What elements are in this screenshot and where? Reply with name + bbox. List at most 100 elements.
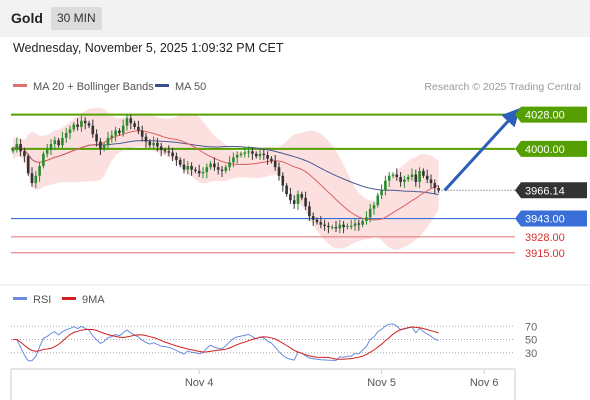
candle-body bbox=[175, 156, 178, 160]
candle bbox=[19, 139, 22, 157]
candle-body bbox=[361, 221, 364, 225]
candle-body bbox=[83, 120, 87, 124]
candle-body bbox=[106, 137, 110, 146]
target-arrow-line bbox=[443, 108, 521, 192]
chart-datetime: Wednesday, November 5, 2025 1:09:32 PM C… bbox=[13, 41, 284, 55]
candle bbox=[251, 147, 254, 160]
candle bbox=[148, 139, 152, 148]
candle-body bbox=[300, 194, 304, 198]
candle-body bbox=[26, 156, 30, 174]
candle bbox=[304, 191, 307, 210]
candle-body bbox=[137, 126, 140, 131]
candle bbox=[437, 185, 440, 193]
rsi-level-label-70: 70 bbox=[525, 321, 537, 333]
candle-body bbox=[308, 206, 311, 217]
x-tick-label-Nov 6: Nov 6 bbox=[470, 377, 499, 389]
candle-body bbox=[315, 219, 319, 223]
candle bbox=[384, 175, 387, 196]
candle-body bbox=[197, 170, 201, 174]
candle bbox=[254, 151, 258, 159]
candle-body bbox=[414, 174, 418, 182]
level-label-4028.00: 4028.00 bbox=[525, 110, 565, 122]
candle-body bbox=[201, 172, 205, 174]
level-label-3915.00: 3915.00 bbox=[525, 248, 565, 260]
candle-body bbox=[42, 153, 45, 166]
candle-body bbox=[163, 150, 167, 152]
candle bbox=[300, 191, 304, 201]
candle-body bbox=[342, 224, 345, 228]
level-label-3928.00: 3928.00 bbox=[525, 232, 565, 244]
candle bbox=[422, 168, 425, 179]
candle bbox=[201, 167, 205, 179]
candle-body bbox=[190, 166, 193, 170]
candle-body bbox=[23, 151, 26, 157]
candle bbox=[137, 120, 140, 135]
candle bbox=[133, 120, 136, 130]
candle bbox=[418, 167, 421, 188]
candle bbox=[213, 157, 216, 171]
candle-body bbox=[266, 155, 269, 159]
candle-body bbox=[304, 197, 307, 207]
candle-body bbox=[152, 142, 155, 146]
candle-body bbox=[349, 225, 353, 227]
candle-body bbox=[140, 130, 144, 137]
candle-body bbox=[433, 183, 437, 188]
candle bbox=[42, 151, 45, 169]
candle bbox=[308, 201, 311, 221]
instrument-title: Gold bbox=[11, 10, 43, 26]
candle-body bbox=[34, 175, 38, 184]
candle-body bbox=[110, 135, 114, 138]
candle-body bbox=[384, 180, 387, 191]
candle bbox=[209, 161, 212, 170]
level-label-4000.00: 4000.00 bbox=[525, 144, 565, 156]
candle-body bbox=[429, 179, 433, 184]
candle bbox=[224, 164, 228, 174]
candle-body bbox=[156, 142, 159, 147]
candle bbox=[118, 128, 121, 136]
candle bbox=[34, 170, 38, 188]
candle bbox=[102, 142, 106, 152]
candle bbox=[414, 169, 418, 187]
candle bbox=[45, 144, 49, 158]
candle bbox=[175, 152, 178, 166]
candle bbox=[30, 167, 34, 187]
candle-body bbox=[243, 152, 247, 154]
rsi-level-label-50: 50 bbox=[525, 335, 537, 347]
candle-body bbox=[216, 167, 220, 170]
candle bbox=[228, 156, 231, 171]
candle-body bbox=[285, 185, 288, 195]
candle bbox=[129, 114, 133, 130]
candle-body bbox=[334, 227, 338, 229]
ma20-legend-label: MA 20 + Bollinger Bands bbox=[33, 81, 154, 93]
candle bbox=[72, 122, 76, 132]
candle bbox=[319, 216, 323, 229]
candle bbox=[247, 146, 250, 158]
candle bbox=[243, 146, 247, 158]
candle-body bbox=[346, 225, 349, 228]
candle bbox=[365, 211, 368, 225]
candle-body bbox=[125, 118, 129, 126]
candle bbox=[342, 221, 345, 234]
level-tag-4000.00 bbox=[515, 140, 587, 157]
candle-body bbox=[357, 223, 361, 225]
candle bbox=[361, 218, 364, 228]
candle-body bbox=[235, 155, 239, 158]
candle-body bbox=[365, 217, 368, 221]
candle bbox=[220, 166, 224, 177]
current-price-label: 3966.14 bbox=[525, 185, 565, 197]
candle bbox=[95, 129, 98, 147]
candle-body bbox=[239, 153, 243, 155]
candle-body bbox=[209, 163, 212, 168]
candle-body bbox=[391, 174, 395, 176]
candle-body bbox=[121, 125, 125, 133]
candle bbox=[380, 184, 383, 199]
bollinger-band bbox=[13, 107, 439, 250]
interval-badge[interactable]: 30 MIN bbox=[51, 7, 102, 30]
candle-body bbox=[277, 167, 281, 176]
candle bbox=[289, 188, 292, 204]
candle bbox=[433, 179, 437, 195]
candle-body bbox=[171, 152, 174, 157]
candle bbox=[197, 164, 201, 177]
